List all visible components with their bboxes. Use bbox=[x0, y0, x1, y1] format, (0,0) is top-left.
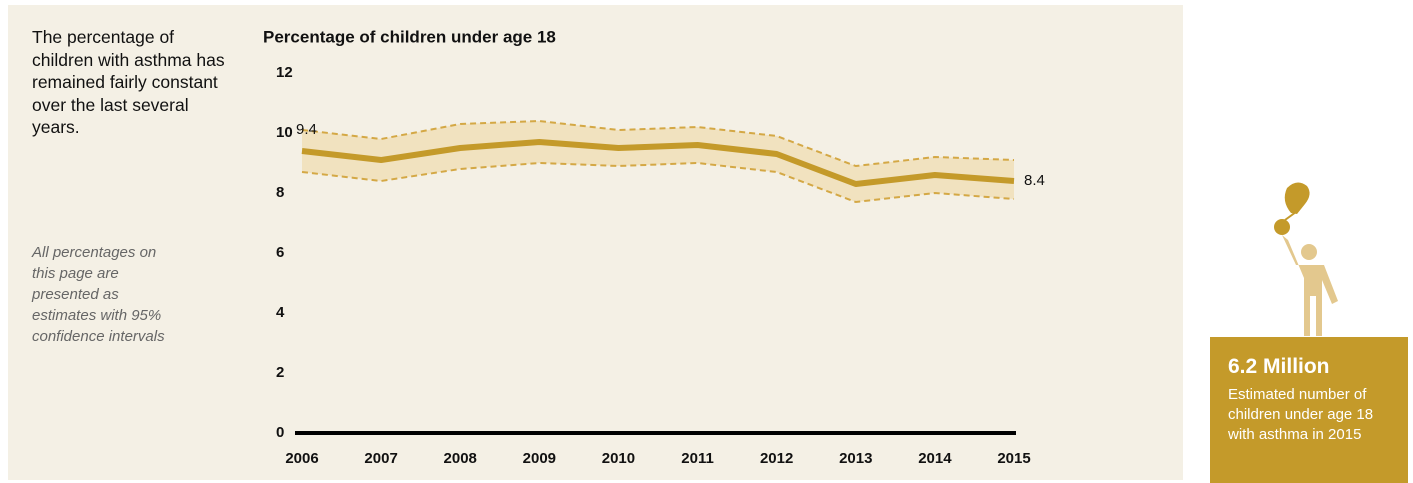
x-tick-label: 2007 bbox=[364, 450, 397, 467]
line bbox=[301, 139, 1015, 187]
ci-upper bbox=[301, 119, 1015, 168]
chart-title: Percentage of children under age 18 bbox=[263, 27, 556, 46]
note: All percentages on this page are present… bbox=[32, 244, 165, 345]
x-tick-label: 2011 bbox=[681, 450, 714, 467]
x-tick-label: 2008 bbox=[444, 450, 477, 467]
callout-text: Estimated number of children under age 1… bbox=[1228, 386, 1374, 443]
x-tick-label: 2014 bbox=[918, 450, 952, 467]
x-tick-label: 2012 bbox=[760, 450, 793, 467]
x-tick-label: 2009 bbox=[523, 450, 556, 467]
y-tick-label: 10 bbox=[276, 124, 293, 141]
y-tick-label: 12 bbox=[276, 64, 293, 81]
y-tick-label: 4 bbox=[276, 304, 285, 321]
y-tick-label: 2 bbox=[276, 364, 284, 381]
panel bbox=[8, 5, 1183, 480]
data-label: 9.4 bbox=[296, 121, 317, 138]
callout: 6.2 Million Estimated number of children… bbox=[1210, 337, 1408, 483]
y-tick-label: 0 bbox=[276, 424, 284, 441]
summary: The percentage of children with asthma h… bbox=[32, 27, 225, 137]
x-tick-label: 2013 bbox=[839, 450, 872, 467]
y-tick-label: 6 bbox=[276, 244, 284, 261]
icon bbox=[1274, 182, 1338, 336]
x-tick-label: 2015 bbox=[997, 450, 1030, 467]
x-tick-label: 2006 bbox=[285, 450, 318, 467]
ci-lower bbox=[301, 161, 1015, 204]
x-tick-label: 2010 bbox=[602, 450, 635, 467]
data-label: 8.4 bbox=[1024, 172, 1045, 189]
confidence-band bbox=[302, 121, 1014, 202]
y-tick-label: 8 bbox=[276, 184, 284, 201]
callout-headline: 6.2 Million bbox=[1228, 355, 1330, 378]
